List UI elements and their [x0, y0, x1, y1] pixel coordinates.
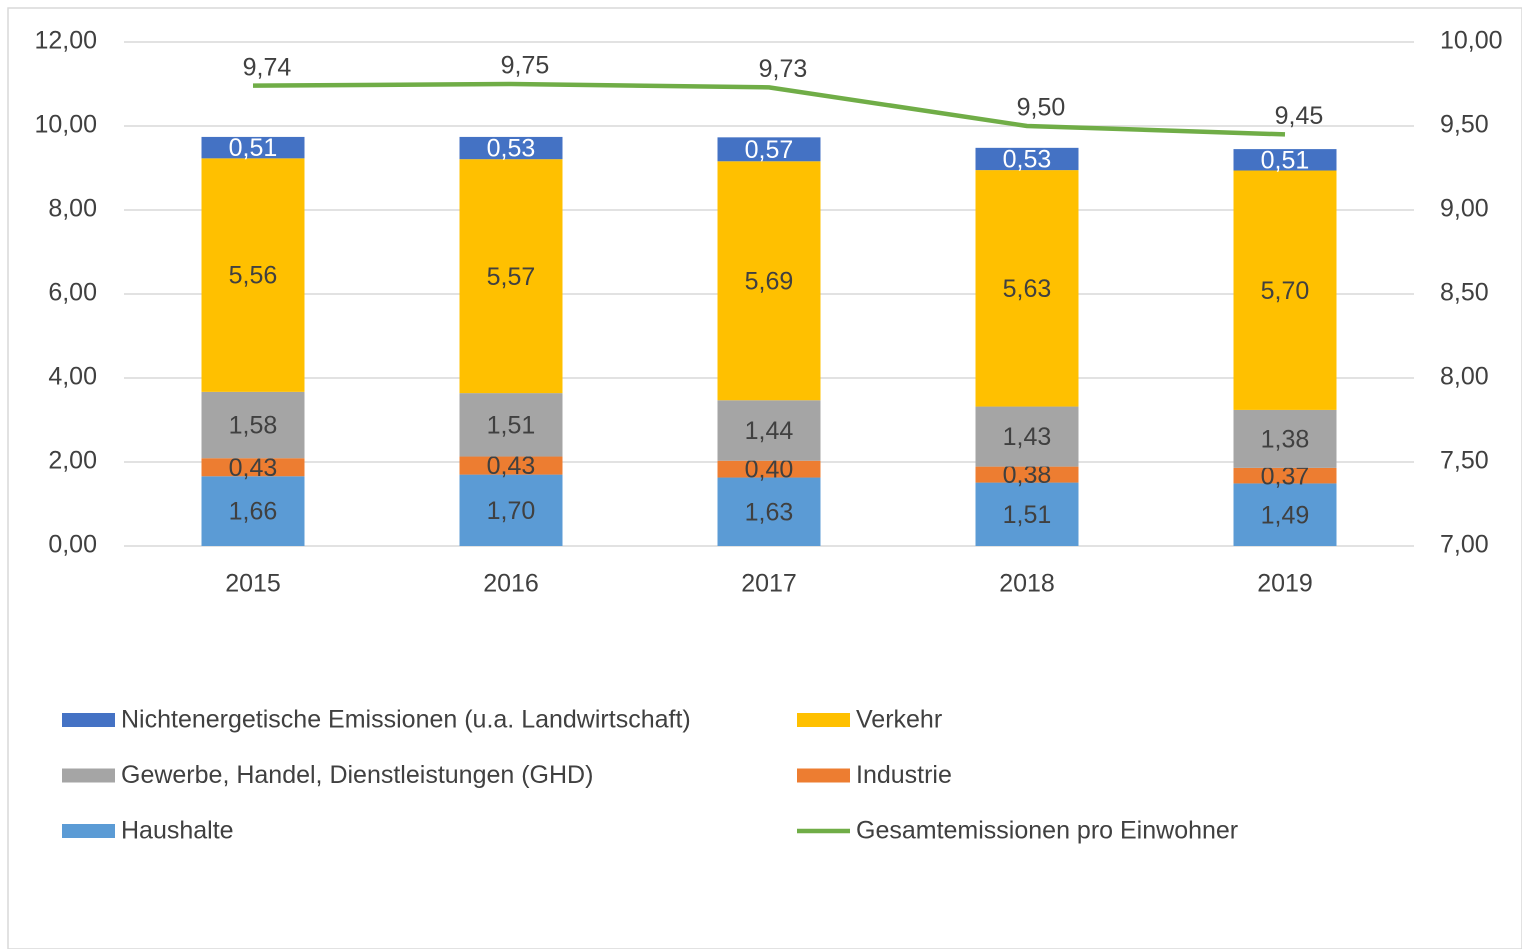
data-label: 5,56	[229, 262, 278, 290]
data-label: 0,53	[1003, 146, 1052, 174]
bar-segment	[459, 393, 563, 457]
bar-segment	[1233, 483, 1337, 546]
y-tick-label: 10,00	[34, 111, 97, 139]
line	[252, 81, 1286, 137]
bar-segment	[459, 456, 563, 475]
y2-tick-label: 9,00	[1440, 195, 1489, 223]
data-label: 1,38	[1261, 426, 1310, 454]
data-label: 5,70	[1261, 277, 1310, 305]
line-label: 9,74	[243, 53, 292, 81]
y-tick-label: 6,00	[48, 279, 97, 307]
y2-tick-label: 10,00	[1440, 27, 1503, 55]
legend-swatch	[62, 713, 115, 727]
bar-segment	[201, 476, 305, 546]
bar-segment	[201, 391, 305, 459]
bar-segment	[717, 400, 821, 461]
bar-segment	[201, 158, 305, 392]
line-label: 9,50	[1017, 94, 1066, 122]
legend-label: Industrie	[856, 761, 952, 789]
legend-swatch	[797, 768, 850, 783]
data-label: 1,51	[487, 411, 536, 439]
x-tick-label: 2015	[225, 570, 281, 598]
data-label: 0,43	[229, 454, 278, 482]
data-label: 1,58	[229, 412, 278, 440]
data-label: 0,57	[745, 136, 794, 164]
y2-tick-label: 7,00	[1440, 531, 1489, 559]
bar-segment	[717, 477, 821, 546]
y-tick-label: 8,00	[48, 195, 97, 223]
legend-label: Gewerbe, Handel, Dienstleistungen (GHD)	[121, 761, 593, 789]
bar-segment	[1233, 170, 1337, 410]
bar-segment	[975, 147, 1079, 171]
bar-segment	[975, 466, 1079, 483]
bar-segment	[1233, 467, 1337, 484]
bar-segment	[717, 137, 821, 162]
bar-segment	[717, 161, 821, 401]
data-label: 5,57	[487, 263, 536, 291]
bar-segment	[201, 136, 305, 159]
bar-segment	[459, 159, 563, 394]
legend-label: Nichtenergetische Emissionen (u.a. Landw…	[121, 706, 691, 734]
y2-tick-label: 8,50	[1440, 279, 1489, 307]
bar-segment	[201, 458, 305, 477]
data-label: 1,66	[229, 498, 278, 526]
data-label: 0,51	[229, 134, 278, 162]
x-tick-label: 2018	[999, 570, 1055, 598]
bar-segment	[1233, 409, 1337, 468]
y-tick-label: 4,00	[48, 363, 97, 391]
y-tick-label: 12,00	[34, 27, 97, 55]
data-label: 0,53	[487, 135, 536, 163]
legend-label: Verkehr	[856, 706, 942, 734]
bar-segment	[975, 482, 1079, 546]
legend-label: Gesamtemissionen pro Einwohner	[856, 817, 1238, 845]
legend-swatch	[797, 713, 850, 727]
y2-tick-label: 9,50	[1440, 111, 1489, 139]
bar-segment	[975, 406, 1079, 467]
legend-swatch	[62, 824, 115, 838]
data-label: 0,43	[487, 452, 536, 480]
line-label: 9,45	[1275, 102, 1324, 130]
legend-swatch	[62, 768, 115, 783]
bar-segment	[1233, 149, 1337, 171]
y-tick-label: 0,00	[48, 531, 97, 559]
y-tick-label: 2,00	[48, 447, 97, 475]
data-label: 1,49	[1261, 501, 1310, 529]
x-tick-label: 2017	[741, 570, 797, 598]
legend-label: Haushalte	[121, 817, 234, 845]
x-tick-label: 2019	[1257, 570, 1313, 598]
data-label: 5,69	[745, 267, 794, 295]
data-label: 1,63	[745, 498, 794, 526]
bar-segment	[975, 170, 1079, 407]
data-label: 0,51	[1261, 146, 1310, 174]
y2-tick-label: 7,50	[1440, 447, 1489, 475]
bar-segment	[459, 136, 563, 160]
x-tick-label: 2016	[483, 570, 539, 598]
line-label: 9,73	[759, 55, 808, 83]
data-label: 1,51	[1003, 501, 1052, 529]
bar-segment	[717, 460, 821, 478]
data-label: 1,70	[487, 497, 536, 525]
line-label: 9,75	[501, 52, 550, 80]
data-label: 1,44	[745, 417, 794, 445]
data-label: 5,63	[1003, 275, 1052, 303]
data-label: 1,43	[1003, 423, 1052, 451]
bar-segment	[459, 474, 563, 546]
y2-tick-label: 8,00	[1440, 363, 1489, 391]
